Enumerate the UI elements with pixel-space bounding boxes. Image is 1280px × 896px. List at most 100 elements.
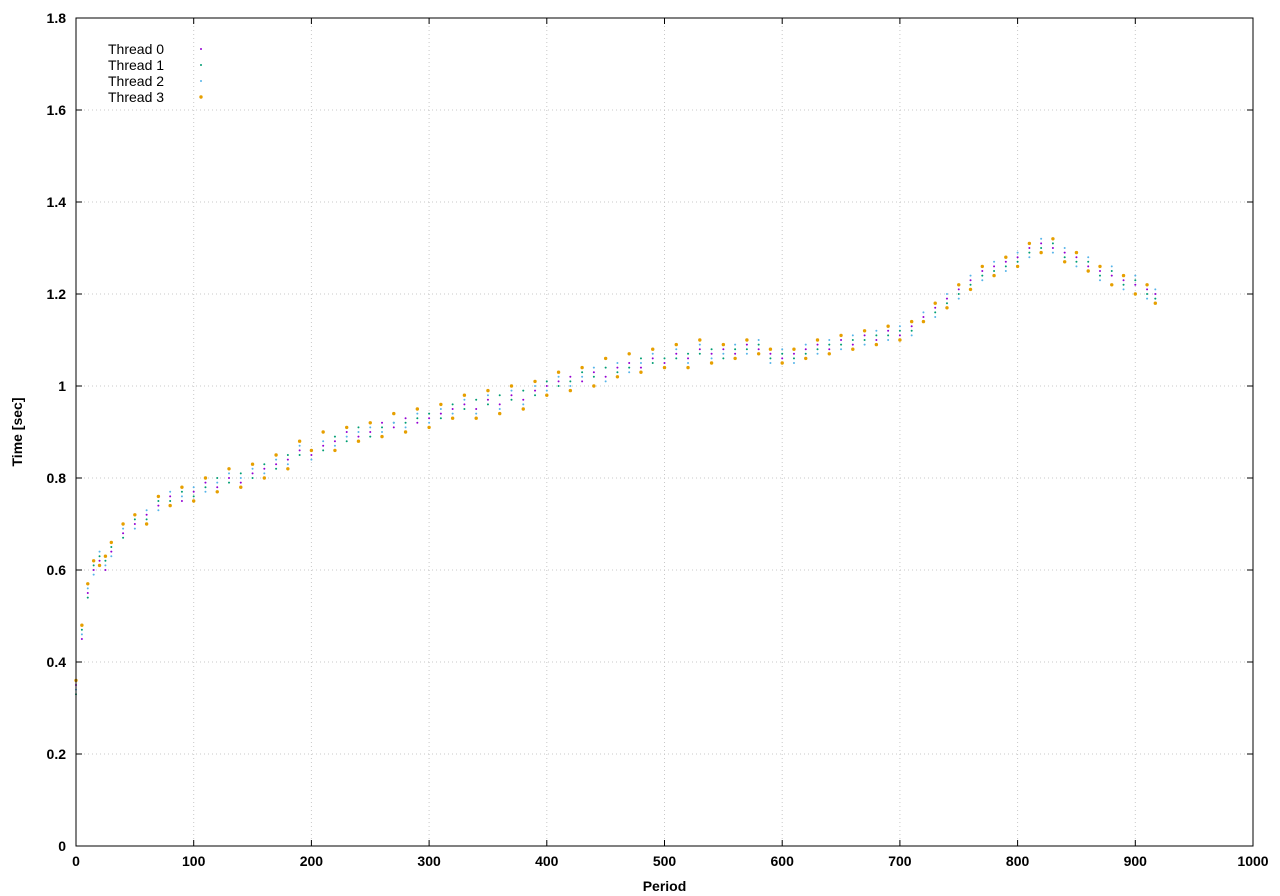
data-point	[581, 380, 584, 383]
legend-marker	[199, 95, 203, 99]
data-point	[157, 509, 160, 512]
data-point	[392, 426, 395, 429]
data-point	[345, 425, 349, 430]
data-point	[1028, 247, 1031, 249]
data-point	[168, 503, 172, 508]
data-point	[698, 343, 701, 346]
data-point	[1122, 283, 1125, 286]
data-point	[616, 366, 619, 369]
data-point	[1133, 292, 1138, 296]
data-point	[957, 283, 961, 287]
data-point	[1134, 283, 1137, 286]
data-point	[1051, 251, 1054, 254]
data-point	[604, 375, 607, 378]
legend-label: Thread 3	[108, 89, 164, 105]
data-point	[769, 352, 772, 355]
data-point	[592, 371, 595, 374]
data-point	[310, 458, 313, 461]
x-axis-label: Period	[643, 878, 687, 894]
data-point	[322, 444, 325, 447]
data-point	[1004, 255, 1008, 259]
data-point	[345, 440, 348, 443]
data-point	[251, 472, 254, 475]
y-tick-label: 1.8	[47, 10, 67, 26]
data-point	[1004, 260, 1007, 263]
data-point	[769, 357, 772, 360]
data-point	[333, 444, 336, 447]
legend-marker	[200, 48, 202, 50]
data-point	[969, 279, 972, 282]
data-point	[604, 366, 607, 369]
data-point	[1028, 251, 1031, 254]
data-point	[145, 513, 148, 516]
data-point	[851, 343, 854, 346]
data-point	[404, 426, 407, 429]
data-point	[192, 499, 196, 503]
y-tick-label: 0.8	[47, 470, 67, 486]
data-point	[1074, 250, 1079, 255]
x-tick-label: 600	[771, 853, 795, 869]
data-point	[957, 293, 960, 295]
data-point	[921, 319, 926, 324]
data-point	[86, 587, 89, 590]
data-point	[710, 348, 713, 351]
data-point	[286, 467, 290, 471]
data-point	[580, 365, 584, 370]
data-point	[816, 352, 819, 355]
data-point	[439, 408, 442, 410]
data-point	[781, 348, 784, 351]
data-point	[192, 486, 195, 489]
data-point	[556, 370, 561, 374]
data-point	[769, 362, 772, 364]
data-point	[875, 334, 878, 337]
legend-marker	[200, 64, 202, 66]
data-point	[545, 385, 548, 387]
data-point	[922, 316, 925, 318]
data-point	[92, 564, 95, 567]
y-tick-label: 0	[58, 838, 66, 854]
data-point	[592, 384, 596, 388]
data-point	[356, 439, 361, 443]
data-point	[357, 426, 360, 429]
data-point	[1063, 251, 1066, 254]
data-point	[133, 523, 136, 525]
data-point	[581, 371, 584, 374]
data-point	[945, 293, 948, 295]
data-point	[228, 472, 231, 475]
data-point	[169, 495, 172, 498]
data-point	[592, 375, 595, 378]
data-point	[545, 393, 549, 397]
data-point	[745, 352, 748, 355]
data-point	[104, 559, 107, 562]
data-point	[698, 338, 702, 342]
data-point	[1016, 251, 1019, 254]
data-point	[581, 375, 584, 378]
data-point	[192, 495, 195, 498]
data-point	[804, 343, 807, 346]
data-point	[404, 421, 407, 424]
data-point	[981, 270, 984, 272]
data-point	[686, 365, 690, 370]
legend-label: Thread 2	[108, 73, 164, 89]
data-point	[321, 430, 325, 434]
data-point	[80, 623, 84, 627]
data-point	[1145, 283, 1149, 287]
data-point	[945, 302, 948, 305]
data-point	[1098, 274, 1101, 277]
data-point	[239, 485, 243, 489]
data-point	[486, 398, 489, 401]
data-point	[275, 463, 278, 466]
data-point	[534, 385, 537, 387]
data-point	[651, 347, 655, 351]
data-point	[498, 394, 501, 397]
data-point	[298, 449, 301, 452]
data-point	[628, 371, 631, 374]
data-point	[463, 398, 466, 401]
data-point	[851, 339, 854, 341]
data-point	[934, 306, 937, 309]
data-point	[522, 398, 525, 401]
data-point	[381, 421, 384, 424]
data-point	[886, 324, 890, 328]
data-point	[1154, 293, 1157, 295]
data-point	[734, 352, 737, 355]
